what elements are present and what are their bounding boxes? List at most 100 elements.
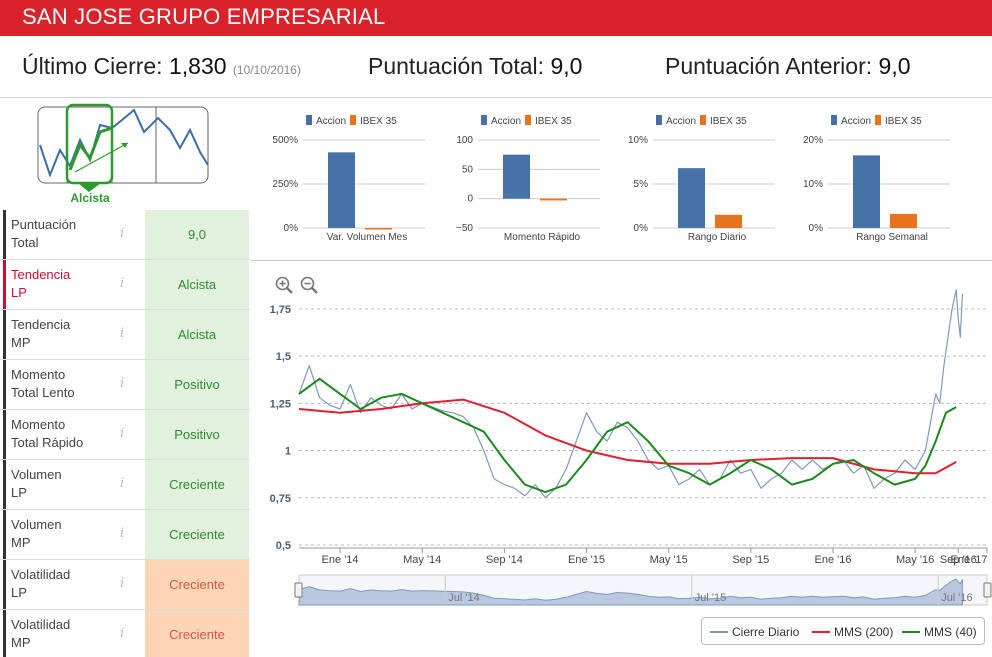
y-tick-label: 10% (803, 179, 823, 190)
info-icon[interactable]: i (120, 476, 125, 491)
y-axis-tick: 0,5 (276, 540, 291, 552)
legend-label-accion: Accion (841, 116, 871, 127)
header-bar: SAN JOSE GRUPO EMPRESARIAL (0, 0, 992, 36)
info-icon[interactable]: i (120, 526, 125, 541)
y-axis-tick: 1,5 (276, 351, 291, 363)
score-row-label: Volumen LP (3, 460, 145, 509)
info-icon[interactable]: i (120, 326, 125, 341)
bar-ibex (715, 214, 742, 228)
x-axis-tick: Ene '15 (568, 554, 605, 566)
y-tick-label: 100 (456, 135, 473, 146)
info-icon[interactable]: i (120, 576, 125, 591)
score-row-value: Creciente (145, 460, 249, 509)
score-row-label: Volatilidad LP (3, 560, 145, 609)
score-row-label: Tendencia LP (3, 260, 145, 309)
y-tick-label: 5% (634, 179, 649, 190)
score-row[interactable]: Volatilidad LP i Creciente (0, 560, 250, 610)
last-close-label: Último Cierre: (22, 53, 163, 79)
mini-bar-chart: Accion IBEX 35 0% 250% 500% Var. Volumen Mes (272, 115, 425, 243)
navigator-handle-right[interactable] (983, 582, 992, 598)
score-row-label-line1: Tendencia (11, 317, 71, 332)
bar-accion (328, 152, 355, 228)
score-row-label-line2: LP (11, 285, 27, 300)
score-row[interactable]: Volumen MP i Creciente (0, 510, 250, 560)
legend-label-accion: Accion (491, 116, 521, 127)
legend-label-ibex: IBEX 35 (885, 116, 922, 127)
y-tick-label: 20% (803, 135, 823, 146)
bar-accion (678, 168, 705, 228)
legend-label-accion: Accion (316, 116, 346, 127)
y-tick-label: 0 (467, 194, 473, 205)
legend-swatch-ibex (700, 115, 706, 125)
score-row-label: Puntuación Total (3, 210, 145, 259)
bar-accion (853, 155, 880, 228)
score-row-label-line1: Volumen (11, 517, 62, 532)
mini-bar-chart: Accion IBEX 35 −50 0 50 100 Momento Rápido (456, 115, 600, 243)
score-row[interactable]: Volatilidad MP i Creciente (0, 610, 250, 657)
last-close-date: (10/10/2016) (232, 63, 301, 77)
info-icon[interactable]: i (120, 276, 125, 291)
score-row-label-line2: MP (11, 535, 31, 550)
trend-indicator: Alcista (0, 100, 250, 208)
legend-label-ibex: IBEX 35 (360, 116, 397, 127)
legend-item-mms200[interactable]: MMS (200) (834, 625, 894, 639)
y-tick-label: 250% (272, 179, 298, 190)
mini-chart-weekly-range: Accion IBEX 35 0% 10% 20% Rango Semanal (795, 110, 970, 250)
navigator-label: Jul '16 (941, 592, 972, 604)
legend-swatch-ibex (875, 115, 881, 125)
legend-item-mms40[interactable]: MMS (40) (924, 625, 977, 639)
previous-score-label: Puntuación Anterior: (665, 53, 873, 79)
x-axis-tick: Ene '16 (814, 554, 851, 566)
score-row[interactable]: Tendencia MP i Alcista (0, 310, 250, 360)
y-axis-tick: 0,75 (270, 493, 291, 505)
score-row-label-line1: Volatilidad (11, 567, 71, 582)
section-divider (250, 260, 992, 261)
x-axis-tick: May '14 (403, 554, 441, 566)
score-row-label-line1: Puntuación (11, 217, 77, 232)
price-chart[interactable]: 0,5 0,75 1 1,25 1,5 1,75 Ene '14 May '14 Sep '14… (255, 280, 992, 615)
score-row-label-line1: Momento (11, 367, 66, 382)
score-row-label-line2: LP (11, 585, 27, 600)
x-axis-tick: Ene '17 (951, 554, 988, 566)
info-icon[interactable]: i (120, 376, 125, 391)
score-row[interactable]: Momento Total Rápido i Positivo (0, 410, 250, 460)
legend-swatch-accion (831, 115, 837, 125)
legend-line-mms200 (812, 631, 830, 633)
last-close-value: 1,830 (168, 53, 227, 79)
score-panel: Alcista Puntuación Total i 9,0 Tendencia LP i A… (0, 100, 250, 657)
zoom-out-icon[interactable] (300, 276, 318, 294)
score-row[interactable]: Momento Total Lento i Positivo (0, 360, 250, 410)
y-axis-tick: 1,25 (270, 398, 291, 410)
x-axis-tick: Ene '14 (322, 554, 359, 566)
score-row-label-line2: MP (11, 635, 31, 650)
score-row[interactable]: Tendencia LP i Alcista (0, 260, 250, 310)
previous-score-value: 9,0 (878, 53, 911, 79)
score-row-label: Volatilidad MP (3, 610, 145, 657)
legend-item-price[interactable]: Cierre Diario (732, 625, 800, 639)
x-axis-tick: Sep '15 (732, 554, 769, 566)
score-row-value: Positivo (145, 410, 249, 459)
mini-chart-momentum: Accion IBEX 35 −50 0 50 100 Momento Rápido (445, 110, 620, 250)
series-line-mms200 (298, 398, 957, 475)
score-row-value: Creciente (145, 560, 249, 609)
score-row-value: Alcista (145, 260, 249, 309)
mini-bar-chart: Accion IBEX 35 0% 5% 10% Rango Diario (628, 115, 775, 243)
x-axis-tick: May '16 (896, 554, 934, 566)
score-row[interactable]: Puntuación Total i 9,0 (0, 210, 250, 260)
navigator-label: Jul '14 (448, 592, 479, 604)
legend-swatch-ibex (525, 115, 531, 125)
mini-chart-daily-range: Accion IBEX 35 0% 5% 10% Rango Diario (620, 110, 795, 250)
chart-title: Rango Diario (688, 232, 747, 243)
total-score-value: 9,0 (550, 53, 583, 79)
score-row[interactable]: Volumen LP i Creciente (0, 460, 250, 510)
bar-accion (503, 154, 530, 199)
score-row-value: Creciente (145, 610, 249, 657)
info-icon[interactable]: i (120, 626, 125, 641)
info-icon[interactable]: i (120, 426, 125, 441)
score-row-label-line1: Volatilidad (11, 617, 71, 632)
zoom-in-icon[interactable] (275, 276, 293, 294)
legend-line-mms40 (902, 631, 920, 633)
navigator-handle-left[interactable] (294, 582, 303, 598)
info-icon[interactable]: i (120, 226, 125, 241)
x-axis-tick: Sep '14 (486, 554, 523, 566)
